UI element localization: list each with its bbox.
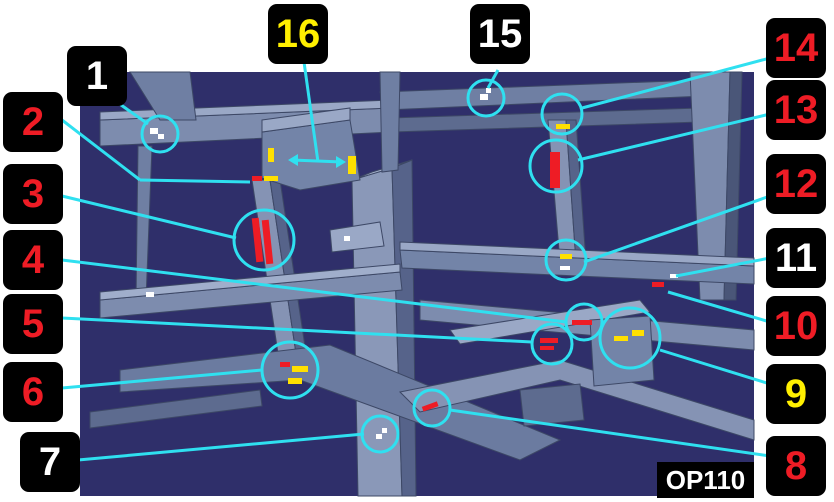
callout-16: 16 — [268, 4, 328, 64]
right-rear-post-face — [723, 71, 743, 301]
leader-12 — [583, 194, 771, 264]
callout-6: 6 — [3, 362, 63, 422]
callout-14: 14 — [766, 18, 826, 78]
leader-9 — [659, 348, 771, 386]
circle-13 — [528, 138, 584, 194]
lower-cross-rail-top — [399, 241, 755, 267]
weld-mark-2b — [264, 176, 278, 181]
weld-mark-9b — [632, 330, 644, 336]
weld-mark-13 — [550, 152, 560, 188]
floor-rail-right — [398, 359, 755, 441]
callout-13: 13 — [766, 80, 826, 140]
weld-mark-14 — [556, 124, 570, 129]
weld-mark-12 — [560, 254, 572, 259]
weld-mark-2 — [252, 176, 262, 181]
circle-9 — [598, 306, 662, 370]
callout-10: 10 — [766, 296, 826, 356]
weld-mark-15b — [486, 88, 491, 93]
right-lower-support — [589, 315, 655, 387]
weld-mark-11 — [670, 274, 678, 278]
operation-tag: OP110 — [657, 462, 754, 498]
leader-10 — [667, 290, 771, 324]
leader-16 — [302, 61, 320, 163]
arrowhead-16-right — [336, 156, 346, 168]
weld-mark-5b — [540, 346, 554, 350]
leader-3 — [61, 194, 237, 240]
leader-8 — [449, 408, 771, 458]
weld-mark-misc-b — [344, 236, 350, 241]
weld-mark-1b — [158, 134, 164, 139]
circle-12 — [544, 238, 588, 282]
circle-15 — [466, 78, 506, 118]
weld-mark-3b — [261, 219, 274, 265]
leader-6 — [61, 368, 263, 390]
leader-11 — [675, 256, 771, 278]
callout-9: 9 — [766, 364, 826, 424]
weld-mark-misc-a — [146, 292, 154, 297]
arrowhead-16-left — [288, 154, 298, 166]
leader-5 — [61, 316, 533, 344]
vertical-mid-post — [379, 71, 401, 173]
callout-11: 11 — [766, 228, 826, 288]
front-cross-member — [89, 389, 263, 429]
weld-mark-8 — [421, 401, 439, 412]
weld-mark-6 — [280, 362, 290, 367]
weld-mark-12b — [560, 266, 570, 270]
floor-bracket — [519, 383, 585, 427]
leader-4 — [61, 258, 567, 324]
weld-mark-1 — [150, 128, 158, 134]
leader-2 — [61, 118, 141, 182]
weld-mark-5 — [540, 338, 558, 343]
weld-mark-4 — [572, 320, 592, 325]
leader-7 — [77, 432, 365, 462]
weld-mark-9 — [614, 336, 628, 341]
leader-lines — [61, 56, 771, 462]
callout-4: 4 — [3, 230, 63, 290]
weld-marks — [146, 88, 678, 439]
circle-1 — [140, 114, 180, 154]
left-top-arch — [129, 71, 197, 121]
circle-7 — [360, 414, 400, 454]
weld-mark-3 — [251, 217, 264, 263]
weld-mark-6c — [288, 378, 302, 384]
circle-6 — [260, 340, 320, 400]
leader-arrowheads — [288, 154, 346, 168]
callout-1: 1 — [67, 46, 127, 106]
callout-15: 15 — [470, 4, 530, 64]
circle-8 — [412, 388, 452, 428]
leader-16-arrow — [291, 158, 343, 164]
weld-mark-6b — [292, 366, 308, 372]
callout-5: 5 — [3, 294, 63, 354]
weld-mark-7b — [382, 428, 387, 433]
center-bracket — [329, 221, 385, 253]
weld-mark-16b — [348, 156, 356, 174]
circle-4 — [564, 302, 604, 342]
highlight-circles — [140, 78, 662, 454]
leader-13 — [577, 112, 771, 162]
weld-mark-10 — [652, 282, 664, 287]
leader-14 — [581, 56, 771, 110]
weld-mark-15 — [480, 94, 488, 100]
callout-2: 2 — [3, 92, 63, 152]
center-housing-top — [261, 107, 351, 133]
weld-mark-7 — [376, 434, 382, 439]
leader-15 — [486, 69, 500, 89]
callout-3: 3 — [3, 164, 63, 224]
circle-3 — [232, 208, 296, 272]
callout-7: 7 — [20, 432, 80, 492]
circle-14 — [540, 92, 584, 136]
callout-12: 12 — [766, 154, 826, 214]
weld-mark-16a — [268, 148, 274, 162]
circle-5 — [530, 322, 574, 366]
callout-8: 8 — [766, 436, 826, 496]
leader-2b — [139, 178, 251, 184]
